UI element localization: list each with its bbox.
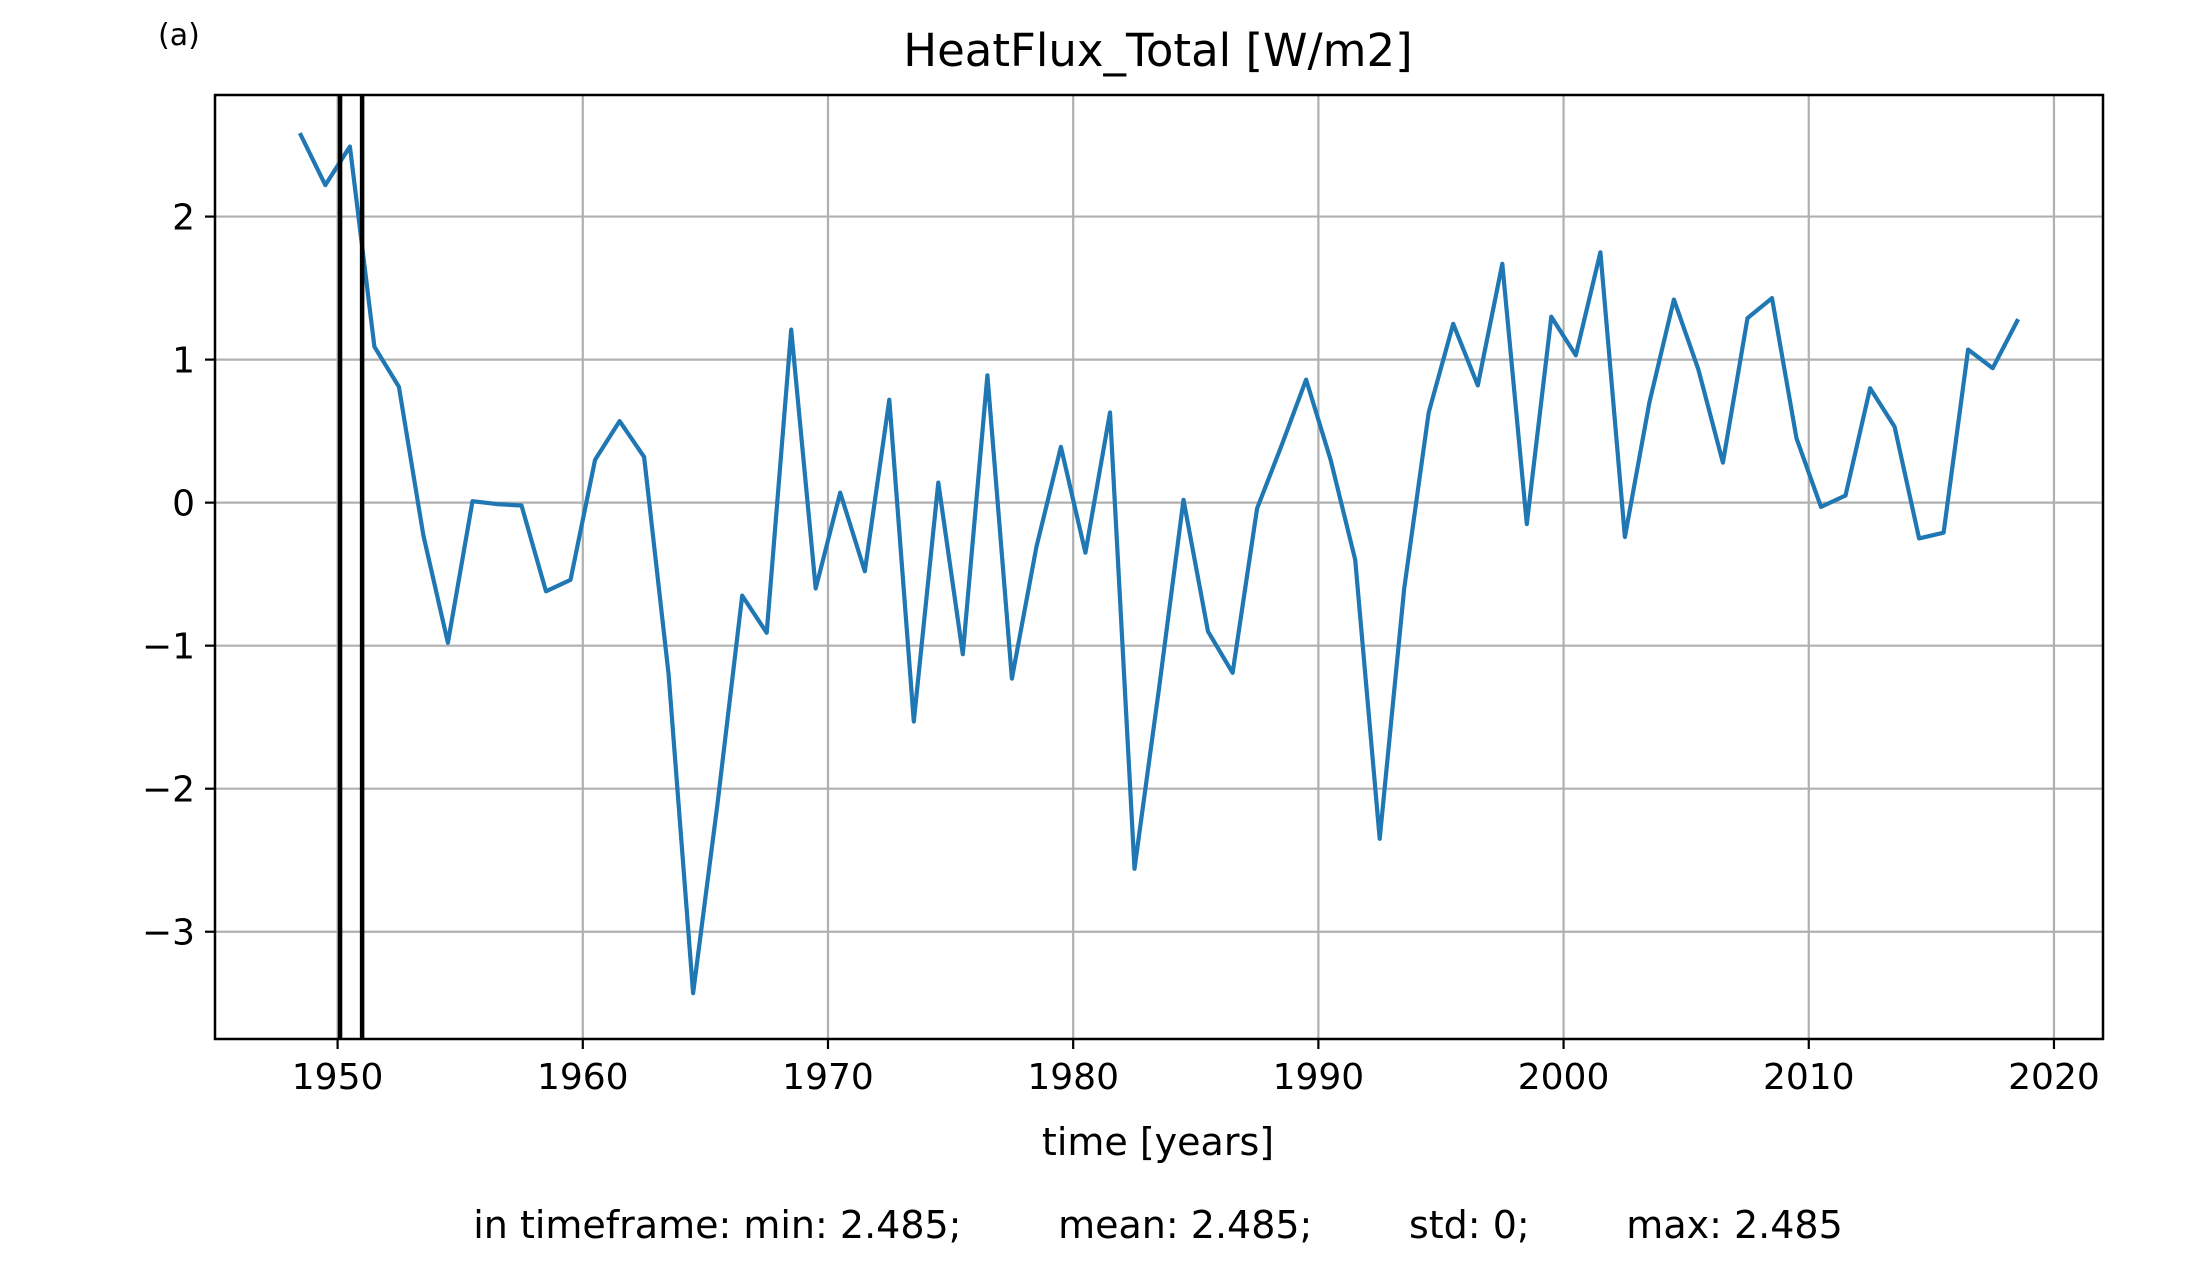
x-tick-label: 1970 (782, 1057, 874, 1098)
x-tick-label: 1950 (292, 1057, 384, 1098)
grid-layer (215, 95, 2103, 1039)
x-axis-label: time [years] (1042, 1120, 1274, 1164)
y-tick-label: 1 (172, 341, 195, 382)
x-tick-label: 2000 (1518, 1057, 1610, 1098)
x-tick-label: 1960 (537, 1057, 629, 1098)
x-tick-label: 1980 (1027, 1057, 1119, 1098)
y-tick-label: 2 (172, 198, 195, 239)
y-tick-label: 0 (172, 484, 195, 525)
x-tick-label: 2010 (1763, 1057, 1855, 1098)
plot-frame (213, 93, 2105, 1041)
data-layer (297, 132, 2021, 996)
stats-text: in timeframe: min: 2.485; mean: 2.485; s… (473, 1203, 1843, 1247)
tick-layer: 1950 1960 1970 1980 1990 2000 2010 2020 2 1 0 −1 −2 −… (142, 198, 2100, 1098)
x-tick-label: 1990 (1273, 1057, 1365, 1098)
chart-title: HeatFlux_Total [W/m2] (903, 24, 1412, 77)
y-tick-label: −2 (142, 770, 195, 811)
panel-label: (a) (158, 18, 200, 53)
y-tick-label: −3 (142, 913, 195, 954)
x-tick-label: 2020 (2008, 1057, 2100, 1098)
reference-lines (337, 95, 365, 1039)
series-line (297, 132, 2021, 996)
y-tick-label: −1 (142, 627, 195, 668)
